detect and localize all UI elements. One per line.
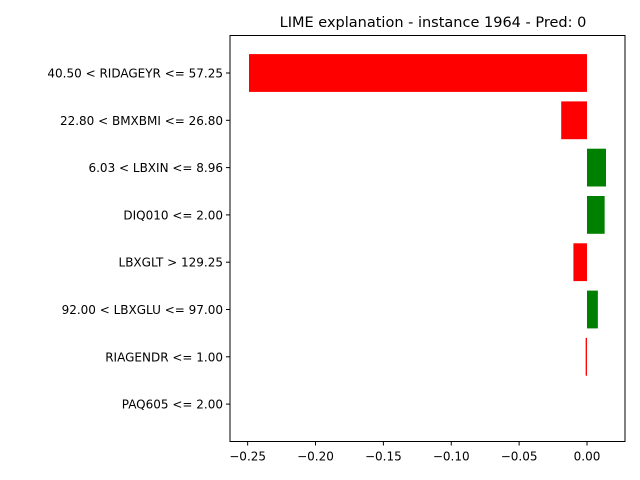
x-tick-label-6: 0.00 <box>574 450 601 464</box>
bar-6 <box>586 290 598 329</box>
y-tick-label-2: 22.80 < BMXBMI <= 26.80 <box>60 114 223 128</box>
y-tick-label-5: LBXGLT > 129.25 <box>119 256 223 270</box>
y-tick-label-3: 6.03 < LBXIN <= 8.96 <box>88 161 223 175</box>
x-tick-label-3: −0.15 <box>365 450 402 464</box>
y-tick-labels: 40.50 < RIDAGEYR <= 57.25 22.80 < BMXBMI … <box>47 67 230 412</box>
plot-frame <box>229 35 626 442</box>
x-axis: −0.25 −0.20 −0.15 −0.10 −0.05 0.00 <box>229 441 601 464</box>
x-tick-label-4: −0.10 <box>433 450 470 464</box>
bar-3 <box>586 148 606 187</box>
bar-5 <box>573 243 587 282</box>
bar-4 <box>586 196 605 234</box>
bar-2 <box>561 101 587 140</box>
y-tick-label-1: 40.50 < RIDAGEYR <= 57.25 <box>47 67 223 81</box>
y-tick-label-6: 92.00 < LBXGLU <= 97.00 <box>62 303 223 317</box>
y-tick-label-8: PAQ605 <= 2.00 <box>122 398 223 412</box>
y-tick-label-7: RIAGENDR <= 1.00 <box>105 350 223 364</box>
bar-1 <box>249 54 587 92</box>
x-tick-label-2: −0.20 <box>297 450 334 464</box>
bar-7 <box>585 337 587 376</box>
bars-group <box>249 54 606 376</box>
x-tick-label-1: −0.25 <box>229 450 266 464</box>
chart-title: LIME explanation - instance 1964 - Pred:… <box>280 15 587 31</box>
y-tick-label-4: DIQ010 <= 2.00 <box>123 208 223 222</box>
x-tick-label-5: −0.05 <box>501 450 538 464</box>
